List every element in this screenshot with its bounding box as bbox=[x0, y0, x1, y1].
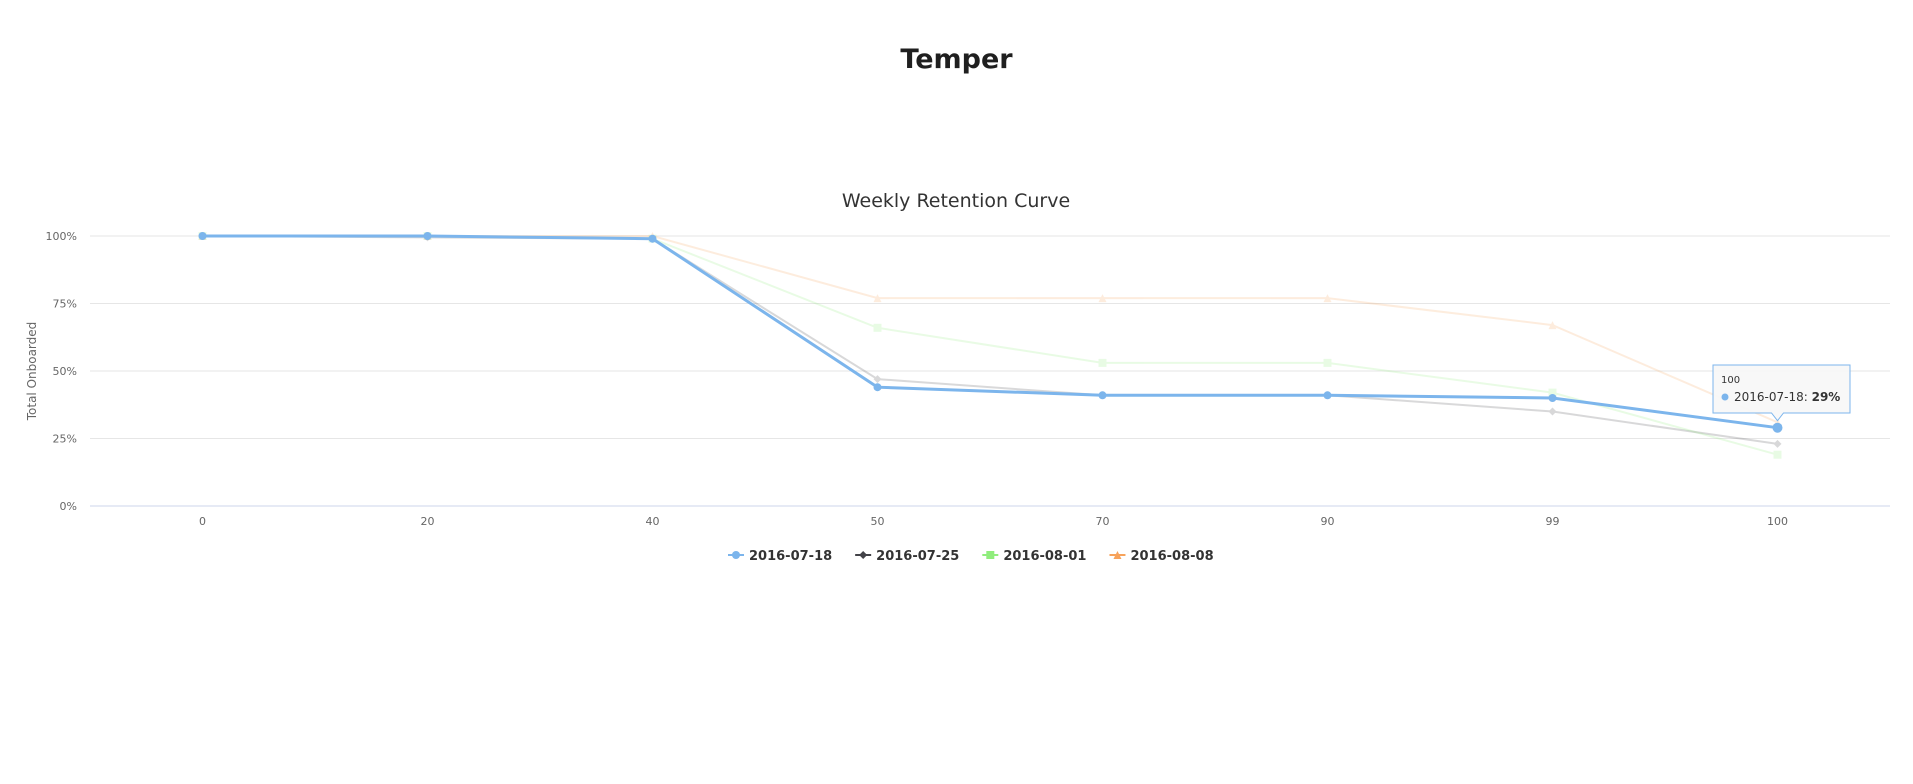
series-line bbox=[202, 235, 1778, 424]
data-point[interactable] bbox=[1772, 422, 1783, 433]
x-tick-label: 100 bbox=[1767, 515, 1788, 528]
x-tick-label: 90 bbox=[1321, 515, 1335, 528]
series-lines bbox=[198, 232, 1783, 459]
legend-marker[interactable] bbox=[1113, 551, 1122, 559]
legend-item[interactable]: 2016-07-18 bbox=[728, 549, 832, 564]
data-point[interactable] bbox=[1323, 294, 1332, 303]
series-2016-07-25[interactable] bbox=[198, 232, 1782, 448]
legend-marker[interactable] bbox=[986, 551, 995, 559]
x-tick-label: 70 bbox=[1096, 515, 1110, 528]
data-point[interactable] bbox=[1773, 450, 1782, 459]
grid-lines bbox=[90, 235, 1890, 507]
x-tick-label: 0 bbox=[199, 515, 206, 528]
tooltip-header: 100 bbox=[1721, 375, 1740, 386]
legend-label: 2016-08-08 bbox=[1130, 549, 1213, 564]
data-point[interactable] bbox=[1548, 407, 1557, 416]
data-point[interactable] bbox=[1098, 294, 1107, 303]
y-tick-label: 25% bbox=[53, 433, 77, 446]
legend-label: 2016-08-01 bbox=[1003, 549, 1086, 564]
legend-label: 2016-07-18 bbox=[749, 549, 832, 564]
x-tick-label: 99 bbox=[1546, 515, 1560, 528]
legend-item[interactable]: 2016-08-01 bbox=[982, 549, 1086, 564]
x-tick-label: 40 bbox=[646, 515, 660, 528]
y-tick-label: 75% bbox=[53, 298, 77, 311]
chart-title: Weekly Retention Curve bbox=[842, 190, 1070, 212]
data-point[interactable] bbox=[1323, 358, 1332, 367]
data-point[interactable] bbox=[1548, 394, 1557, 402]
series-2016-08-01[interactable] bbox=[198, 232, 1782, 459]
legend-item[interactable]: 2016-08-08 bbox=[1109, 549, 1214, 564]
tooltip-series-name: 2016-07-18: bbox=[1734, 390, 1812, 404]
legend-marker[interactable] bbox=[732, 551, 740, 559]
data-point[interactable] bbox=[1773, 439, 1782, 448]
legend-item[interactable]: 2016-07-25 bbox=[855, 549, 959, 564]
series-line bbox=[202, 235, 1778, 456]
data-point[interactable] bbox=[1548, 388, 1557, 397]
page-title: Temper bbox=[900, 44, 1013, 75]
data-point[interactable] bbox=[423, 232, 432, 240]
tooltip-series-marker bbox=[1721, 393, 1729, 401]
series-line bbox=[202, 235, 1778, 445]
y-tick-label: 50% bbox=[53, 365, 77, 378]
tooltip-value: 29% bbox=[1812, 390, 1841, 404]
x-axis-ticks: 0 20 40 50 70 90 99 100 bbox=[199, 515, 1788, 528]
y-tick-label: 100% bbox=[46, 230, 77, 243]
data-point[interactable] bbox=[1098, 358, 1107, 367]
tooltip-background bbox=[1712, 364, 1851, 422]
x-tick-label: 50 bbox=[871, 515, 885, 528]
legend-marker[interactable] bbox=[859, 551, 868, 559]
data-point[interactable] bbox=[198, 232, 207, 240]
tooltip-box: 100 2016-07-18: 29% bbox=[1712, 364, 1851, 422]
data-point[interactable] bbox=[1098, 391, 1107, 400]
data-point[interactable] bbox=[1548, 321, 1557, 330]
x-tick-label: 20 bbox=[421, 515, 435, 528]
series-line bbox=[202, 234, 1778, 430]
data-point[interactable] bbox=[873, 323, 882, 332]
data-point[interactable] bbox=[873, 383, 882, 392]
tooltip-text: 2016-07-18: 29% bbox=[1734, 390, 1840, 404]
tooltip: 100 2016-07-18: 29% bbox=[1712, 364, 1851, 422]
data-point[interactable] bbox=[873, 375, 882, 384]
y-axis-ticks: 0% 25% 50% 75% 100% bbox=[46, 230, 77, 513]
legend-label: 2016-07-25 bbox=[876, 549, 959, 564]
y-axis-label: Total Onboarded bbox=[25, 322, 39, 422]
series-2016-07-18[interactable] bbox=[198, 232, 1783, 433]
y-tick-label: 0% bbox=[60, 500, 77, 513]
data-point[interactable] bbox=[873, 294, 882, 303]
data-point[interactable] bbox=[648, 234, 657, 243]
data-point[interactable] bbox=[1323, 391, 1332, 400]
legend: 2016-07-18 2016-07-25 2016-08-01 2016-08-08 bbox=[728, 549, 1214, 564]
